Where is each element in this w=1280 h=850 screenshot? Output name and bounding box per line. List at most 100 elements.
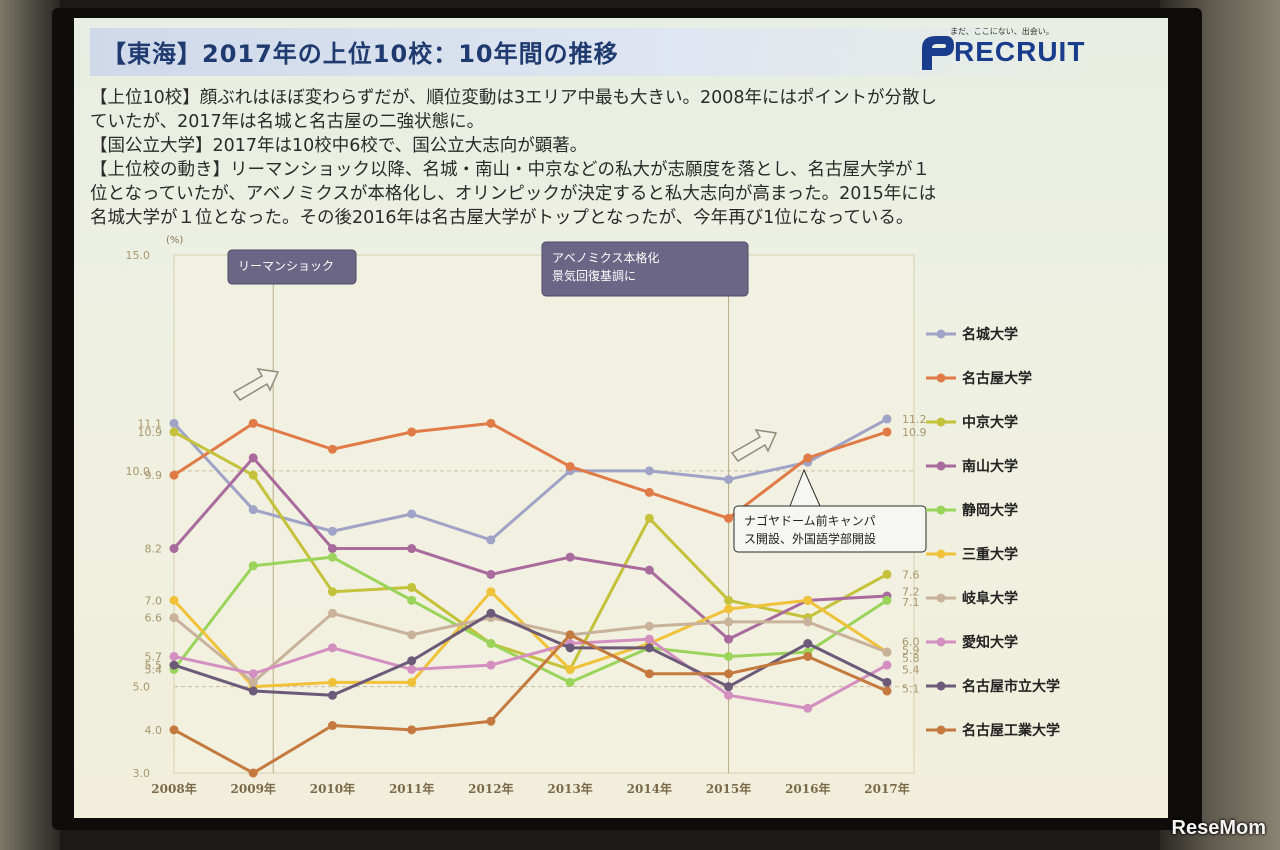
data-point	[724, 474, 734, 484]
legend-swatch-marker	[936, 549, 946, 559]
data-point	[407, 630, 417, 640]
annotation-abenomics-text: 景気回復基調に	[552, 268, 636, 283]
annotation-abenomics-text: アベノミクス本格化	[552, 250, 659, 265]
x-tick-label: 2014年	[627, 781, 672, 796]
data-point	[486, 639, 496, 648]
legend-label: 中京大学	[962, 414, 1018, 431]
data-point	[486, 569, 496, 579]
data-point	[803, 617, 813, 627]
logo-tagline: まだ、ここにない、出会い。	[950, 27, 1054, 36]
y-tick-label: 3.0	[133, 767, 151, 780]
recruit-logo: まだ、ここにない、出会い。 RECRUIT	[916, 26, 1106, 76]
data-point	[644, 565, 654, 575]
data-point	[882, 677, 892, 687]
description-line: 名城大学が１位となった。その後2016年は名古屋大学がトップとなったが、今年再び…	[90, 208, 914, 228]
trend-arrow-icon	[730, 429, 778, 462]
legend-label: 名城大学	[962, 326, 1018, 343]
data-point	[407, 544, 417, 554]
legend-label: 名古屋大学	[962, 370, 1032, 387]
description-line: 【国公立大学】2017年は10校中6校で、国公立大志向が顕著。	[90, 136, 588, 156]
data-point	[169, 544, 179, 554]
x-tick-label: 2017年	[864, 781, 909, 796]
annotation-lehman-box	[227, 249, 357, 285]
data-point	[882, 595, 892, 605]
logo-text: RECRUIT	[954, 36, 1086, 67]
end-value-label: 11.2	[902, 413, 927, 426]
data-point	[407, 427, 417, 437]
x-tick-label: 2013年	[547, 781, 592, 796]
data-point	[327, 552, 337, 562]
end-value-label: 5.8	[902, 652, 920, 665]
data-point	[803, 703, 813, 713]
start-value-label: 4.0	[145, 724, 163, 737]
slide-title: 【東海】2017年の上位10校：10年間の推移	[102, 40, 619, 68]
start-value-label: 7.0	[145, 594, 163, 607]
legend-label: 名古屋工業大学	[962, 722, 1060, 739]
legend-swatch-marker	[936, 725, 946, 735]
trend-arrow-icon	[232, 368, 280, 401]
legend-swatch-marker	[936, 681, 946, 691]
end-value-label: 5.1	[902, 682, 920, 695]
legend-swatch-marker	[936, 505, 946, 515]
y-tick-label: 5.0	[133, 681, 151, 694]
end-value-label: 5.9	[902, 644, 920, 657]
annotation-lehman-text: リーマンショック	[238, 259, 334, 273]
data-point	[248, 505, 258, 515]
x-tick-label: 2016年	[785, 781, 830, 796]
data-point	[169, 427, 179, 437]
data-point	[327, 721, 337, 731]
data-point	[565, 664, 575, 674]
start-value-label: 5.5	[145, 659, 163, 672]
data-point	[169, 660, 179, 670]
data-point	[169, 595, 179, 605]
data-point	[644, 634, 654, 644]
y-tick-label: 15.0	[126, 249, 151, 262]
data-point	[882, 414, 892, 424]
data-point	[248, 561, 258, 571]
data-point	[644, 643, 654, 653]
data-point	[882, 647, 892, 657]
data-point	[724, 513, 734, 523]
data-point	[565, 462, 575, 472]
data-point	[724, 651, 734, 661]
y-tick-label: 10.0	[126, 465, 151, 478]
data-point	[644, 487, 654, 497]
legend-swatch-marker	[936, 417, 946, 427]
data-point	[644, 466, 654, 476]
end-value-label: 5.4	[902, 663, 920, 676]
data-point	[407, 664, 417, 674]
end-value-label: 10.9	[902, 426, 927, 439]
data-point	[724, 690, 734, 700]
data-point	[327, 643, 337, 653]
data-point	[486, 587, 496, 597]
resemom-watermark: ReseMom	[1171, 817, 1266, 839]
logo-mark-icon	[922, 36, 954, 70]
end-value-label: 7.1	[902, 596, 920, 609]
data-point	[407, 595, 417, 605]
data-point	[248, 470, 258, 480]
data-point	[724, 634, 734, 644]
data-point	[486, 418, 496, 428]
data-point	[724, 595, 734, 605]
series-line-2	[173, 421, 888, 520]
data-point	[882, 427, 892, 437]
data-point	[327, 690, 337, 700]
data-point	[248, 677, 258, 687]
end-value-label: 6.0	[902, 636, 920, 649]
data-point	[803, 639, 813, 648]
data-point	[407, 582, 417, 592]
data-point	[169, 651, 179, 661]
data-point	[407, 656, 417, 666]
data-point	[565, 552, 575, 562]
data-point	[169, 470, 179, 480]
data-point	[407, 509, 417, 519]
data-point	[248, 453, 258, 463]
start-value-label: 10.9	[138, 426, 163, 439]
data-point	[327, 526, 337, 536]
legend-swatch-marker	[936, 637, 946, 647]
legend-label: 岐阜大学	[962, 590, 1018, 607]
description-line: 位となっていたが、アベノミクスが本格化し、オリンピックが決定すると私大志向が高ま…	[90, 184, 937, 204]
legend-label: 三重大学	[962, 546, 1018, 563]
x-tick-label: 2008年	[151, 781, 196, 796]
data-point	[882, 686, 892, 696]
